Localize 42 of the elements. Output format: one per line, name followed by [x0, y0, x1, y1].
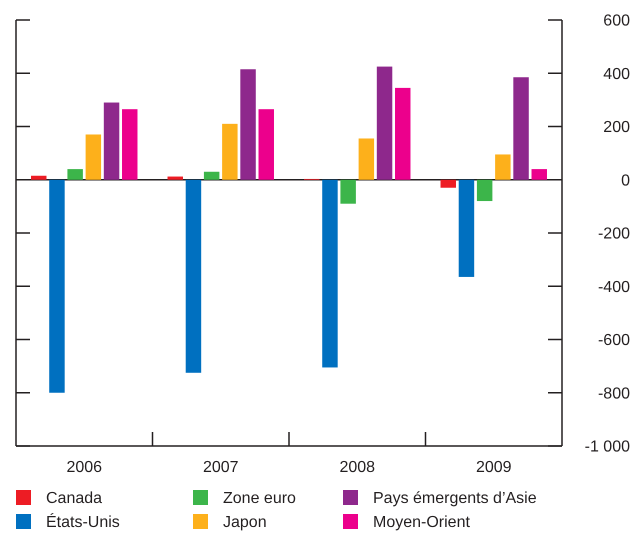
legend-label: Pays émergents d’Asie	[373, 490, 537, 507]
bar	[532, 169, 547, 180]
x-tick-label: 2006	[66, 459, 102, 476]
bar	[258, 109, 274, 180]
y-tick-label: 600	[603, 12, 630, 30]
y-tick-label: -400	[598, 278, 630, 296]
legend-label: États-Unis	[46, 513, 120, 531]
bar	[495, 154, 511, 180]
legend-label: Moyen-Orient	[373, 514, 470, 531]
x-tick-label: 2009	[476, 459, 512, 476]
bar	[240, 69, 256, 180]
bar	[86, 134, 102, 180]
bar	[222, 124, 238, 180]
y-tick-label: -200	[598, 226, 630, 243]
y-tick-label: 200	[603, 119, 630, 136]
x-tick-label: 2008	[339, 459, 376, 476]
legend-label: Canada	[46, 490, 102, 507]
bar	[67, 169, 83, 180]
y-tick-label: -600	[598, 332, 630, 350]
bar	[186, 180, 202, 373]
bar	[340, 180, 356, 204]
bar	[440, 180, 456, 188]
x-tick-label: 2007	[202, 459, 239, 476]
bar	[458, 180, 474, 277]
y-tick-label: -800	[598, 385, 630, 402]
y-tick-label: 0	[621, 172, 630, 190]
legend-label: Zone euro	[223, 490, 296, 507]
bar	[31, 176, 46, 180]
legend-label: Japon	[223, 514, 267, 531]
bar	[358, 138, 374, 180]
bar	[49, 180, 65, 393]
bar	[376, 66, 392, 180]
bar	[476, 180, 492, 202]
bar	[122, 109, 138, 180]
y-tick-label: -1 000	[584, 438, 630, 456]
bar	[168, 176, 183, 180]
bar	[513, 77, 529, 180]
bar	[104, 102, 120, 180]
bar	[322, 180, 338, 368]
bar	[204, 172, 220, 180]
y-tick-label: 400	[603, 66, 630, 83]
bar	[395, 88, 410, 180]
